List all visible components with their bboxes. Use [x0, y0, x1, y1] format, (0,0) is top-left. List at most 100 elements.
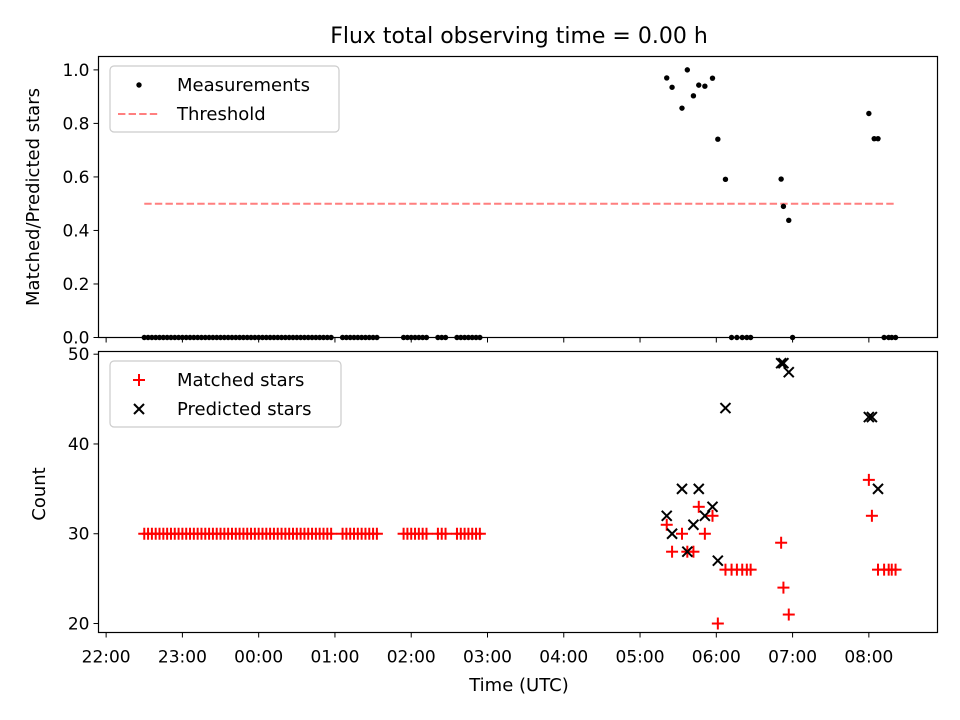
x-tick-label: 03:00 — [463, 648, 512, 668]
matched-star-marker — [660, 518, 673, 531]
predicted-star-marker — [866, 411, 878, 423]
predicted-star-marker — [706, 501, 719, 513]
matched-legend-marker — [133, 374, 145, 386]
measurement-point — [442, 334, 449, 341]
measurement-point — [248, 334, 254, 341]
measurement-point — [358, 334, 365, 341]
matched-star-marker — [666, 545, 679, 558]
matched-star-marker — [782, 608, 795, 621]
predicted-star-marker — [676, 483, 688, 495]
predicted-star-marker — [661, 510, 673, 522]
measurement-point — [267, 334, 273, 341]
bottom-y-axis-label: Count — [29, 467, 50, 520]
measurement-point — [439, 334, 445, 341]
measurement-points-layer — [141, 67, 899, 341]
matched-star-marker — [862, 473, 875, 486]
predicted-star-marker — [712, 554, 724, 567]
matched-star-marker — [706, 509, 719, 522]
matched-legend-label: Matched stars — [177, 370, 304, 391]
predicted-star-marker — [777, 357, 790, 369]
measurement-point — [149, 334, 155, 341]
measurement-point — [715, 136, 721, 142]
measurement-point — [871, 135, 877, 142]
top-y-axis-label: Matched/Predicted stars — [23, 88, 44, 306]
bottom-panel: 20 30 40 50 22:00 23:00 00:00 01:00 02:00 03:00 0… — [29, 345, 939, 696]
measurement-point — [889, 334, 895, 341]
measurement-point — [294, 334, 300, 341]
chart-title: Flux total observing time = 0.00 h — [330, 24, 708, 49]
measurement-point — [786, 217, 792, 223]
measurement-point — [328, 334, 334, 341]
bottom-y-ticks: 20 30 40 50 — [68, 345, 99, 635]
matched-star-marker — [698, 527, 711, 540]
bottom-legend: Matched stars Predicted stars — [109, 360, 342, 428]
measurement-point — [275, 334, 281, 341]
measurement-point — [347, 334, 353, 341]
measurement-point — [355, 334, 361, 341]
measurement-point — [343, 334, 350, 341]
matched-star-marker — [675, 527, 688, 540]
measurement-point — [734, 334, 740, 341]
bottom-y-tick-label: 20 — [68, 615, 90, 635]
measurement-point — [271, 334, 277, 341]
measurement-point — [221, 334, 228, 341]
measurement-point — [679, 105, 685, 111]
measurement-point — [252, 334, 258, 341]
predicted-star-marker — [783, 366, 795, 378]
measurement-point — [164, 334, 170, 341]
measurement-point — [282, 334, 289, 341]
predicted-star-marker — [719, 402, 732, 414]
measurement-point — [339, 334, 346, 341]
matched-star-marker — [889, 563, 902, 576]
x-tick-label: 08:00 — [844, 648, 893, 668]
measurement-point — [141, 334, 147, 341]
matched-star-marker — [473, 527, 486, 540]
measurement-point — [780, 203, 787, 210]
measurement-point — [684, 67, 691, 73]
matched-star-marker — [687, 545, 700, 558]
measurement-point — [309, 334, 315, 341]
top-y-tick-label: 0.4 — [62, 221, 89, 241]
measurement-point — [473, 334, 479, 341]
measurement-point — [709, 75, 716, 81]
measurement-point — [316, 334, 323, 341]
predicted-star-marker — [666, 528, 678, 540]
top-y-tick-label: 0.8 — [62, 114, 89, 134]
bottom-axes-frame — [97, 350, 939, 634]
predicted-star-marker — [863, 411, 875, 423]
measurement-point — [240, 334, 247, 341]
x-tick-label: 04:00 — [539, 648, 588, 668]
predicted-stars-layer — [661, 357, 884, 567]
bottom-y-tick-label: 50 — [68, 345, 90, 365]
measurement-point — [778, 176, 784, 182]
measurement-point — [286, 334, 292, 341]
measurement-point — [168, 334, 174, 341]
measurement-point — [702, 83, 708, 89]
measurement-point — [198, 334, 205, 341]
measurement-point — [669, 84, 675, 90]
measurement-point — [728, 334, 735, 341]
top-legend-box — [109, 65, 340, 133]
measurement-point — [290, 334, 296, 341]
measurements-legend-marker — [136, 82, 142, 88]
top-panel: 0.0 0.2 0.4 0.6 0.8 1.0 Matched/Predicted sta… — [23, 55, 939, 349]
measurement-point — [477, 334, 483, 341]
measurement-point — [739, 334, 745, 341]
top-x-ticks — [105, 337, 870, 343]
measurement-point — [183, 334, 189, 341]
measurement-point — [404, 334, 411, 341]
measurement-point — [145, 334, 151, 341]
measurement-point — [423, 334, 430, 341]
measurement-point — [191, 334, 197, 341]
matched-star-marker — [777, 581, 790, 594]
measurement-point — [225, 334, 231, 341]
measurement-point — [866, 110, 872, 117]
measurement-point — [263, 334, 269, 341]
top-legend: Measurements Threshold — [109, 65, 340, 133]
measurement-point — [187, 334, 193, 341]
measurement-point — [374, 334, 380, 341]
measurement-point — [366, 334, 372, 341]
predicted-star-marker — [681, 545, 694, 558]
measurement-point — [351, 334, 357, 341]
